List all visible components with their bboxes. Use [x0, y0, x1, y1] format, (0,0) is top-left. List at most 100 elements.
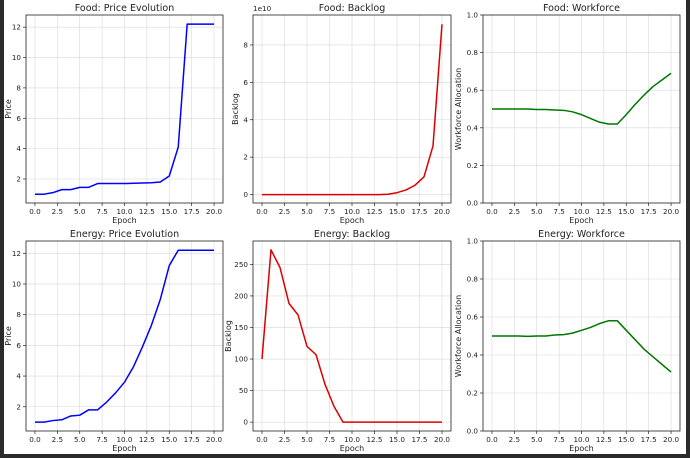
- x-tick-label: 17.5: [641, 435, 657, 444]
- x-tick-label: 0.0: [256, 207, 268, 216]
- y-tick-label: 6: [16, 114, 21, 123]
- x-tick-label: 7.5: [324, 435, 335, 444]
- y-axis-label: Price: [4, 99, 13, 119]
- y-tick-label: 200: [234, 291, 248, 300]
- x-tick-label: 2.5: [52, 207, 63, 216]
- subplot-4: 0.0 2.5 5.0 7.5 10.0 12.5 15.0 17.5 20.0 2 4 6 8 10 12…: [4, 229, 224, 453]
- x-tick-label: 0.0: [29, 435, 41, 444]
- y-tick-label: 2: [243, 153, 248, 162]
- x-tick-label: 20.0: [434, 435, 450, 444]
- y-tick-label: 1.0: [467, 11, 479, 20]
- chart-title: Energy: Backlog: [314, 229, 390, 240]
- subplot-2: 0.0 2.5 5.0 7.5 10.0 12.5 15.0 17.5 20.0 0 2 4 6 8 Foo…: [231, 3, 452, 225]
- y-tick-label: 50: [239, 386, 249, 395]
- x-tick-label: 15.0: [618, 435, 634, 444]
- x-tick-label: 12.5: [139, 207, 155, 216]
- x-tick-label: 5.0: [531, 435, 543, 444]
- x-tick-label: 2.5: [509, 435, 520, 444]
- y-tick-label: 0.8: [467, 275, 479, 284]
- x-axis-label: Epoch: [569, 216, 594, 225]
- x-tick-label: 0.0: [29, 207, 41, 216]
- y-tick-label: 12: [12, 23, 21, 32]
- x-tick-label: 20.0: [663, 207, 679, 216]
- x-tick-label: 17.5: [184, 207, 200, 216]
- series-line: [491, 72, 672, 125]
- series-line: [34, 23, 215, 195]
- x-tick-label: 15.0: [161, 207, 177, 216]
- x-tick-label: 12.5: [139, 435, 155, 444]
- y-tick-label: 10: [12, 53, 22, 62]
- x-tick-label: 2.5: [279, 207, 290, 216]
- subplot-3: 0.0 2.5 5.0 7.5 10.0 12.5 15.0 17.5 20.0 0.0 0.2 0.…: [454, 3, 681, 225]
- x-tick-label: 20.0: [434, 207, 450, 216]
- subplot-5: 0.0 2.5 5.0 7.5 10.0 12.5 15.0 17.5 20.0 0 50 100 15…: [224, 229, 452, 453]
- x-tick-label: 17.5: [641, 207, 657, 216]
- x-tick-label: 17.5: [411, 435, 427, 444]
- chart-title: Energy: Workforce: [538, 229, 625, 240]
- x-tick-label: 2.5: [279, 435, 290, 444]
- y-tick-label: 0.0: [467, 427, 479, 436]
- x-tick-label: 20.0: [663, 435, 679, 444]
- x-tick-label: 7.5: [553, 207, 564, 216]
- x-tick-label: 12.5: [596, 435, 612, 444]
- y-axis-label: Backlog: [231, 93, 240, 125]
- y-tick-label: 0: [243, 190, 248, 199]
- x-tick-label: 0.0: [256, 435, 268, 444]
- x-tick-label: 0.0: [486, 435, 498, 444]
- x-axis-label: Epoch: [340, 216, 365, 225]
- y-tick-label: 1.0: [467, 237, 479, 246]
- x-axis-label: Epoch: [569, 444, 594, 453]
- y-tick-label: 100: [234, 355, 248, 364]
- chart-title: Food: Backlog: [319, 3, 386, 14]
- x-tick-label: 7.5: [96, 435, 107, 444]
- y-tick-label: 0.8: [467, 48, 479, 57]
- y-tick-label: 0.2: [467, 161, 478, 170]
- y-tick-label: 8: [16, 83, 21, 92]
- y-tick-label: 4: [243, 115, 248, 124]
- y-tick-label: 0: [243, 418, 248, 427]
- y-axis-label: Workforce Allocation: [454, 295, 463, 377]
- y-tick-label: 250: [234, 260, 248, 269]
- y-axis-label: Workforce Allocation: [454, 68, 463, 150]
- y-tick-label: 0.6: [467, 86, 479, 95]
- x-tick-label: 12.5: [366, 207, 382, 216]
- x-tick-label: 2.5: [52, 435, 63, 444]
- x-tick-label: 15.0: [161, 435, 177, 444]
- series-line: [491, 320, 672, 373]
- x-tick-label: 5.0: [74, 435, 86, 444]
- x-tick-label: 10.0: [116, 207, 132, 216]
- y-axis-label: Price: [4, 326, 13, 346]
- y-tick-label: 4: [16, 144, 21, 153]
- x-tick-label: 10.0: [573, 207, 589, 216]
- x-tick-label: 20.0: [206, 435, 222, 444]
- x-tick-label: 2.5: [509, 207, 520, 216]
- chart-title: Food: Price Evolution: [75, 3, 175, 14]
- subplot-1: 0.0 2.5 5.0 7.5 10.0 12.5 15.0 17.5 20.0 2 4 6 8 10 12…: [4, 3, 224, 225]
- x-tick-label: 17.5: [184, 435, 200, 444]
- x-tick-label: 15.0: [389, 435, 405, 444]
- series-line: [261, 249, 442, 423]
- y-tick-label: 2: [16, 175, 21, 184]
- y-tick-label: 6: [16, 341, 21, 350]
- x-axis-label: Epoch: [340, 444, 365, 453]
- series-line: [262, 24, 443, 196]
- x-tick-label: 20.0: [206, 207, 222, 216]
- x-tick-label: 7.5: [96, 207, 107, 216]
- x-tick-label: 12.5: [366, 435, 382, 444]
- y-tick-label: 0.6: [467, 313, 479, 322]
- y-tick-label: 0.4: [467, 351, 479, 360]
- subplot-6: 0.0 2.5 5.0 7.5 10.0 12.5 15.0 17.5 20.0 0.0 0.2 0.…: [454, 229, 681, 453]
- x-tick-label: 10.0: [344, 435, 360, 444]
- x-tick-label: 15.0: [618, 207, 634, 216]
- x-tick-label: 10.0: [116, 435, 132, 444]
- y-tick-label: 8: [16, 310, 21, 319]
- series-line: [34, 249, 215, 423]
- x-tick-label: 5.0: [531, 207, 543, 216]
- chart-title: Food: Workforce: [543, 3, 620, 14]
- y-tick-label: 0.4: [467, 123, 479, 132]
- x-tick-label: 5.0: [74, 207, 86, 216]
- y-tick-label: 8: [243, 40, 248, 49]
- figure-svg: 0.0 2.5 5.0 7.5 10.0 12.5 15.0 17.5 20.024681012…: [4, 3, 681, 453]
- x-tick-label: 15.0: [389, 207, 405, 216]
